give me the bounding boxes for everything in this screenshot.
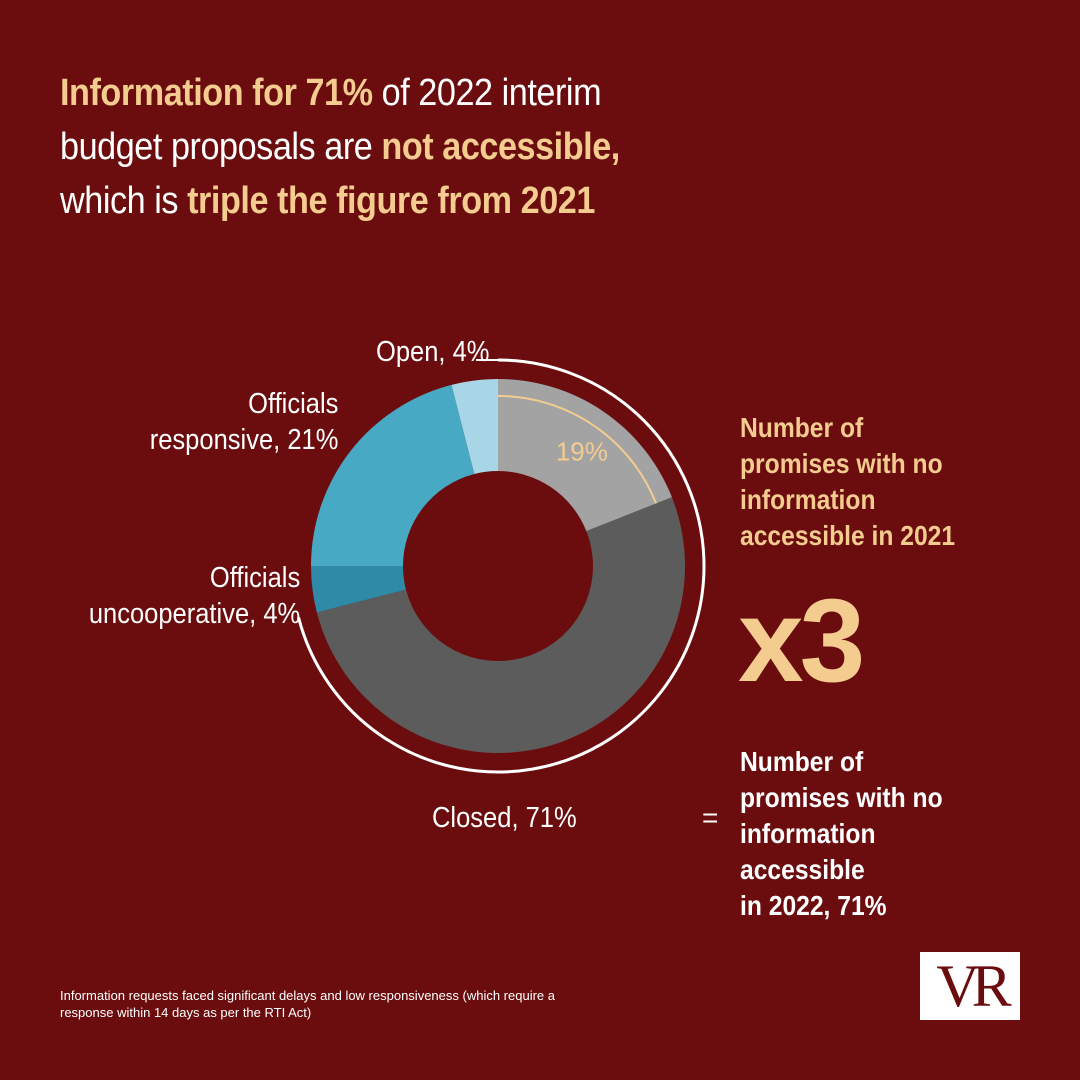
arc-2022 (297, 358, 706, 774)
label-closed: Closed, 71% (432, 802, 577, 834)
headline-text-2: which is (60, 180, 188, 222)
comparison-2022-line1: Number of (740, 746, 864, 777)
footnote-line1: Information requests faced significant d… (60, 988, 555, 1003)
headline-highlight-2: not accessible, (381, 126, 620, 168)
slice-officials-uncooperative (311, 566, 406, 613)
label-officials-uncooperative-line2: uncooperative, 4% (88, 598, 300, 630)
headline-text-1: of 2022 interim budget proposals are (60, 72, 602, 168)
comparison-2021-line4: accessible in 2021 (740, 520, 956, 551)
comparison-2022: Number of promises with no information a… (740, 744, 943, 924)
multiplier-x3: x3 (738, 575, 865, 707)
label-officials-uncooperative: Officials uncooperative, 4% (89, 560, 300, 632)
comparison-2022-line5: in 2022, 71% (740, 890, 887, 921)
comparison-2021-line3: information (740, 484, 876, 515)
slice-2021-overlay (498, 379, 672, 532)
slice-officials-responsive (311, 384, 475, 566)
comparison-2022-line4: accessible (740, 854, 865, 885)
headline-highlight-3: triple the figure from 2021 (187, 180, 595, 222)
headline: Information for 71% of 2022 interim budg… (60, 66, 690, 228)
footnote: Information requests faced significant d… (60, 987, 680, 1021)
label-overlay-19: 19% (556, 436, 608, 466)
slice-open (451, 379, 498, 474)
vr-logo: VR (920, 952, 1020, 1020)
footnote-line2: response within 14 days as per the RTI A… (60, 1005, 312, 1020)
label-officials-uncooperative-line1: Officials (209, 562, 300, 594)
label-officials-responsive: Officials responsive, 21% (149, 386, 338, 458)
label-officials-responsive-line1: Officials (247, 388, 338, 420)
equals-sign: = (702, 802, 719, 833)
label-open: Open, 4% (376, 336, 490, 368)
comparison-2021-line2: promises with no (740, 448, 943, 479)
label-officials-responsive-line2: responsive, 21% (149, 424, 338, 456)
arc-2021 (497, 395, 657, 504)
comparison-2022-line2: promises with no (740, 782, 943, 813)
comparison-2021: Number of promises with no information a… (740, 410, 955, 554)
headline-highlight-1: Information for 71% (60, 72, 373, 114)
comparison-2022-line3: information (740, 818, 876, 849)
comparison-2021-line1: Number of (740, 412, 864, 443)
